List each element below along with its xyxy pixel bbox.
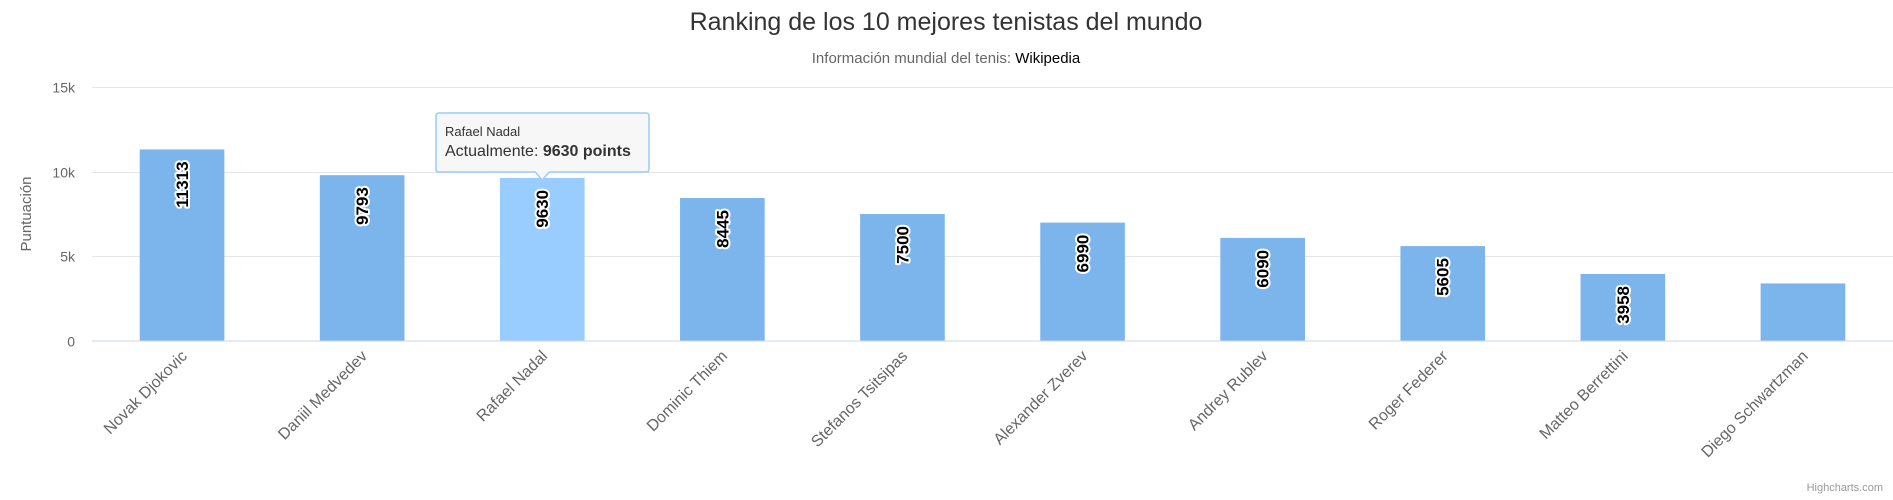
y-tick-label: 10k	[52, 165, 76, 181]
subtitle-text: Información mundial del tenis:	[812, 50, 1015, 67]
bar[interactable]	[1040, 222, 1125, 341]
data-label: 6990	[1074, 235, 1093, 273]
x-tick-label: Stefanos Tsitsipas	[808, 348, 911, 451]
bar[interactable]	[139, 149, 225, 341]
y-tick-label: 5k	[60, 249, 76, 265]
data-label: 8445	[713, 210, 732, 248]
x-tick-label: Daniil Medvedev	[275, 348, 371, 444]
y-axis-title: Puntuación	[18, 176, 35, 251]
tooltip-box	[435, 112, 650, 182]
wikipedia-link[interactable]: Wikipedia	[1015, 50, 1081, 67]
x-tick-label: Novak Djokovic	[101, 348, 191, 438]
x-tick-label: Rafael Nadal	[474, 348, 551, 425]
y-tick-label: 0	[67, 334, 75, 350]
tooltip: Rafael Nadal Actualmente: 9630 points	[435, 112, 650, 182]
bar[interactable]	[319, 175, 405, 341]
x-tick-label: Roger Federer	[1366, 347, 1452, 433]
data-label: 7500	[893, 226, 912, 264]
data-label: 9793	[353, 187, 372, 225]
x-tick-label: Dominic Thiem	[644, 348, 731, 435]
bar[interactable]	[680, 197, 765, 341]
bar[interactable]	[860, 214, 945, 341]
data-labels: 11313 9793 9630 8445 7500 6990 6090 5605 3958	[171, 159, 1635, 325]
tooltip-value: 9630 points	[543, 143, 631, 160]
x-axis-ticks: Novak Djokovic Daniil Medvedev Rafael Nada…	[101, 347, 1812, 461]
data-label: 5605	[1434, 258, 1453, 296]
x-tick-label: Andrey Rublev	[1185, 348, 1271, 434]
bar-series	[139, 149, 1846, 341]
bar[interactable]	[499, 177, 585, 341]
x-tick-label: Diego Schwartzman	[1699, 348, 1812, 461]
bar[interactable]	[1400, 246, 1486, 341]
credits-link[interactable]: Highcharts.com	[1807, 482, 1883, 494]
x-tick-label: Matteo Berrettini	[1537, 348, 1632, 443]
chart-title: Ranking de los 10 mejores tenistas del m…	[690, 8, 1203, 36]
tooltip-category: Rafael Nadal	[445, 124, 520, 139]
data-label: 3958	[1614, 286, 1633, 324]
tooltip-value-line: Actualmente: 9630 points	[445, 143, 631, 160]
chart-subtitle: Información mundial del tenis: Wikipedia	[812, 50, 1081, 67]
bar[interactable]	[1220, 237, 1305, 341]
data-label: 9630	[533, 190, 552, 228]
bar[interactable]	[1760, 283, 1846, 341]
bar[interactable]	[1580, 273, 1666, 341]
y-tick-label: 15k	[52, 80, 76, 96]
data-label: 6090	[1254, 250, 1273, 288]
x-tick-label: Alexander Zverev	[991, 348, 1092, 449]
tooltip-series-label: Actualmente:	[445, 143, 543, 160]
y-axis-ticks: 0 5k 10k 15k	[52, 80, 76, 350]
data-label: 11313	[173, 161, 192, 207]
